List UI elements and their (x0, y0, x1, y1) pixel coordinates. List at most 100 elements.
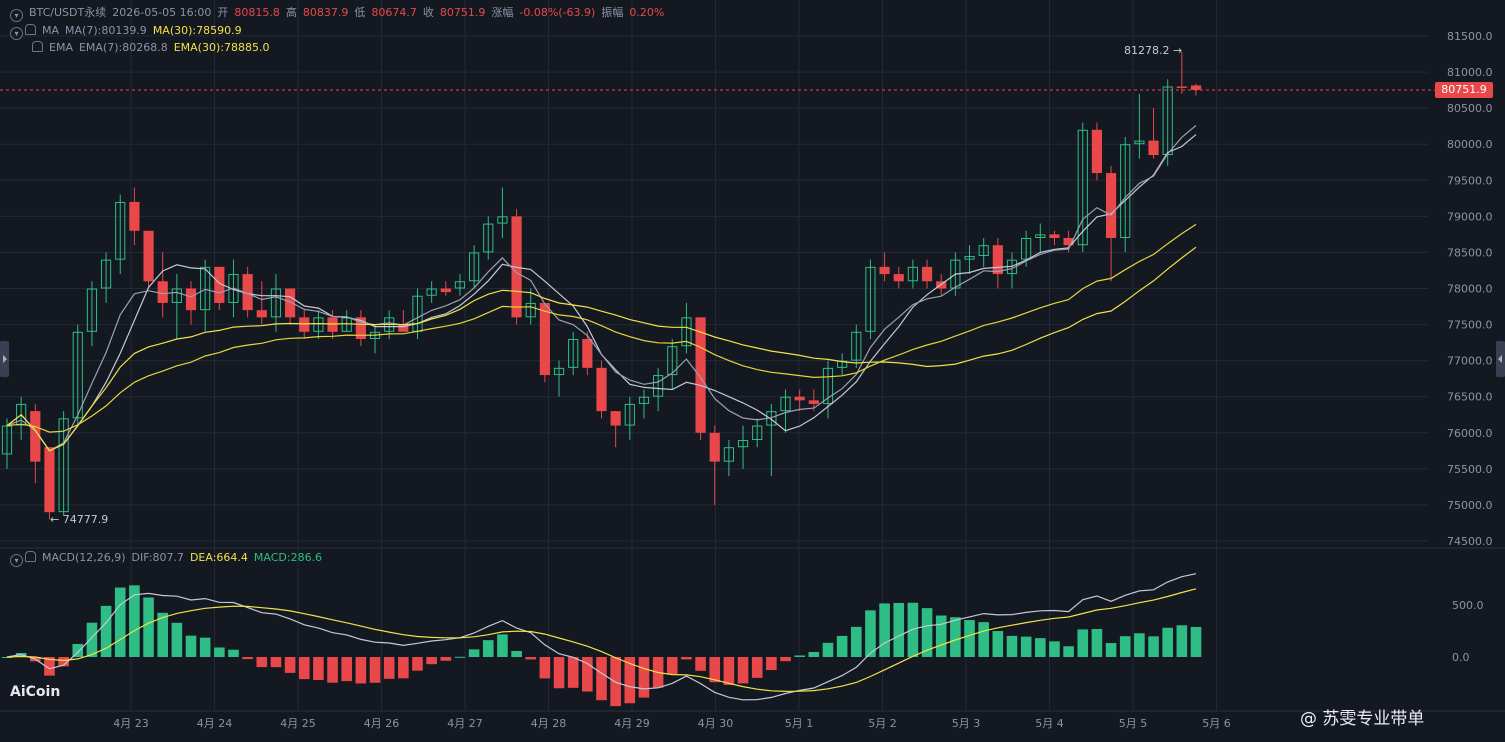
date-axis-label: 4月 30 (698, 717, 734, 730)
price-axis-label: 77000.0 (1447, 355, 1493, 368)
candle-body (313, 317, 324, 332)
macd-legend[interactable]: ▾ MACD(12,26,9) DIF:807.7 DEA:664.4 MACD:286… (10, 551, 328, 567)
candle-body (1105, 173, 1117, 238)
price-axis-label: 76000.0 (1447, 427, 1493, 440)
price-axis-label: 79000.0 (1447, 210, 1493, 223)
macd-histogram-bar (865, 610, 876, 657)
candle-body (299, 317, 310, 332)
macd-histogram-bar (511, 650, 522, 657)
collapse-icon[interactable]: ▾ (10, 27, 23, 40)
scroll-left-button[interactable] (0, 341, 9, 377)
date-axis-label: 4月 29 (614, 717, 650, 730)
aicoin-logo: AiCoin (10, 684, 61, 700)
candle-body (992, 245, 1003, 275)
ma-legend[interactable]: ▾ MA MA(7):80139.9 MA(30):78590.9 (10, 24, 248, 40)
macd-histogram-bar (398, 657, 409, 679)
macd-histogram-bar (242, 657, 253, 660)
collapse-icon[interactable]: ▾ (10, 554, 23, 567)
ema-legend[interactable]: EMA EMA(7):80268.8 EMA(30):78885.0 (32, 41, 275, 55)
macd-histogram-bar (171, 622, 183, 657)
macd-histogram-bar (525, 657, 537, 660)
bell-icon[interactable] (25, 24, 36, 35)
price-axis-label: 77500.0 (1447, 319, 1493, 332)
low-annotation: ← 74777.9 (50, 513, 109, 526)
ema7-line (6, 125, 1197, 452)
macd-histogram-bar (284, 657, 296, 673)
price-axis-label: 81500.0 (1447, 30, 1493, 43)
candle-body (709, 432, 720, 462)
candle-body (653, 375, 664, 397)
candle-body (1091, 129, 1103, 174)
macd-histogram-bar (794, 655, 805, 657)
macd-histogram-bar (567, 657, 579, 688)
macd-histogram-bar (1176, 625, 1188, 657)
candle-body (568, 339, 579, 368)
ma7-value: MA(7):80139.9 (65, 24, 147, 37)
candle-body (228, 274, 239, 303)
bell-icon[interactable] (25, 551, 36, 562)
macd-histogram-bar (808, 651, 820, 657)
macd-histogram-bar (454, 656, 466, 658)
candle-body (737, 440, 749, 448)
macd-histogram-bar (214, 647, 225, 657)
macd-histogram-bar (780, 657, 791, 662)
candle-body (695, 317, 706, 433)
candle-body (921, 266, 933, 282)
price-axis-label: 78000.0 (1447, 283, 1493, 296)
candle-body (454, 281, 466, 289)
macd-histogram-bar (72, 644, 84, 657)
macd-histogram-bar (412, 657, 423, 671)
macd-histogram-bar (907, 602, 919, 657)
candle-body (596, 367, 607, 412)
macd-histogram-bar (256, 657, 268, 668)
candle-body (1, 425, 13, 455)
candle-body (879, 266, 890, 275)
candle-body (752, 425, 763, 441)
ma30-line (6, 246, 1197, 452)
ma30-value: MA(30):78590.9 (152, 24, 242, 37)
candle-body (1077, 129, 1088, 246)
date-axis-label: 5月 5 (1119, 717, 1148, 730)
macd-histogram-bar (921, 608, 933, 657)
macd-histogram-bar (440, 657, 452, 661)
macd-histogram-bar (44, 657, 55, 676)
candle-body (398, 324, 409, 332)
macd-histogram-bar (964, 620, 975, 657)
candle-body (30, 411, 41, 462)
macd-histogram-bar (1049, 641, 1060, 657)
candle-body (1035, 234, 1046, 238)
date-axis-label: 5月 6 (1202, 717, 1231, 730)
macd-histogram-bar (624, 657, 636, 704)
macd-histogram-bar (1077, 629, 1089, 657)
candle-body (214, 266, 225, 303)
macd-histogram-bar (199, 637, 211, 657)
macd-histogram-bar (695, 657, 706, 671)
collapse-icon[interactable]: ▾ (10, 9, 23, 22)
macd-histogram-bar (482, 640, 494, 657)
scroll-right-button[interactable] (1496, 341, 1505, 377)
candle-body (780, 396, 791, 412)
candle-body (610, 411, 621, 426)
macd-histogram-bar (114, 587, 126, 657)
macd-histogram-bar (978, 622, 989, 657)
candle-body (171, 288, 182, 303)
candle-body (822, 367, 834, 404)
macd-histogram-bar (737, 657, 749, 684)
date-axis-label: 5月 1 (785, 717, 814, 730)
macd-histogram-bar (582, 657, 593, 692)
candle-body (143, 230, 154, 282)
candle-body (1176, 86, 1187, 88)
macd-histogram-bar (143, 597, 154, 657)
macd-histogram-bar (298, 657, 310, 680)
macd-histogram-bar (666, 657, 678, 675)
ema30-line (6, 223, 1197, 433)
bell-icon[interactable] (32, 41, 43, 52)
open-value: 80815.8 (234, 6, 280, 19)
macd-histogram-bar (129, 585, 140, 657)
macd-histogram-bar (369, 657, 381, 683)
macd-histogram-bar (879, 603, 890, 657)
macd-histogram-bar (681, 657, 692, 660)
macd-histogram-bar (553, 657, 565, 689)
ohlc-header: ▾ BTC/USDT永续 2026-05-05 16:00 开 80815.8 高 8083… (10, 6, 670, 22)
